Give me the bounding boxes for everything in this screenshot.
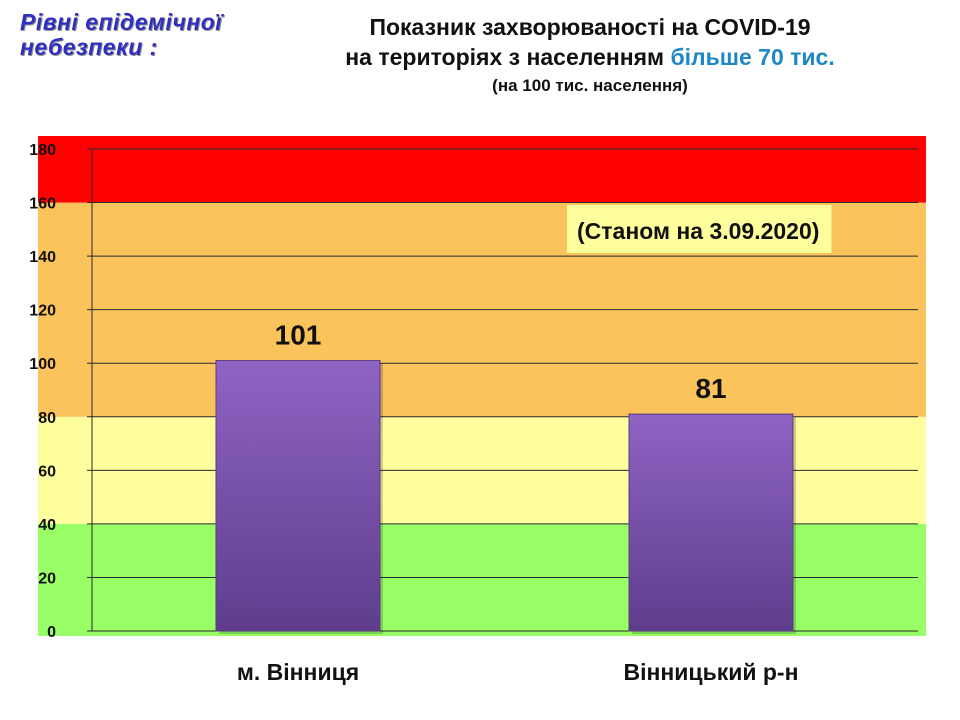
date-annotation-text: (Станом на 3.09.2020)	[577, 218, 819, 244]
y-tick-label-6: 120	[29, 303, 56, 320]
y-axis-ticks: 0 20 40 60 80 100 120 140 160 180	[29, 142, 56, 641]
y-tick-label-1: 20	[38, 570, 56, 587]
danger-levels-title: Рівні епідемічної небезпеки :	[20, 10, 222, 60]
date-annotation: (Станом на 3.09.2020)	[567, 205, 832, 253]
y-tick-label-9: 180	[29, 142, 56, 159]
data-label-1: 81	[695, 373, 726, 404]
chart-title-line2-prefix: на територіях з населенням	[345, 44, 671, 70]
danger-levels-title-line1: Рівні епідемічної	[20, 9, 223, 35]
x-axis-categories: м. Вінниця Вінницький р-н	[237, 659, 799, 685]
data-labels: 101 81	[275, 320, 727, 405]
chart-title-line1: Показник захворюваності на COVID-19	[369, 14, 811, 40]
x-category-label-0: м. Вінниця	[237, 659, 359, 685]
danger-levels-title-line2: небезпеки :	[20, 34, 158, 60]
y-tick-label-3: 60	[38, 463, 56, 480]
bar-1	[628, 413, 794, 632]
chart-title-line2: на територіях з населенням більше 70 тис…	[270, 42, 910, 72]
chart-title-highlight: більше 70 тис.	[670, 44, 835, 70]
y-tick-label-0: 0	[47, 624, 56, 641]
y-tick-label-7: 140	[29, 249, 56, 266]
y-tick-label-4: 80	[38, 410, 56, 427]
chart-subtitle: (на 100 тис. населення)	[492, 76, 688, 95]
zone-3	[38, 136, 926, 203]
y-tick-label-8: 160	[29, 196, 56, 213]
data-label-0: 101	[275, 320, 322, 351]
y-tick-label-2: 40	[38, 517, 56, 534]
bar-0	[215, 360, 381, 632]
y-tick-label-5: 100	[29, 356, 56, 373]
x-category-label-1: Вінницький р-н	[624, 659, 799, 685]
chart-title: Показник захворюваності на COVID-19 на т…	[270, 12, 910, 100]
bars	[215, 360, 796, 634]
